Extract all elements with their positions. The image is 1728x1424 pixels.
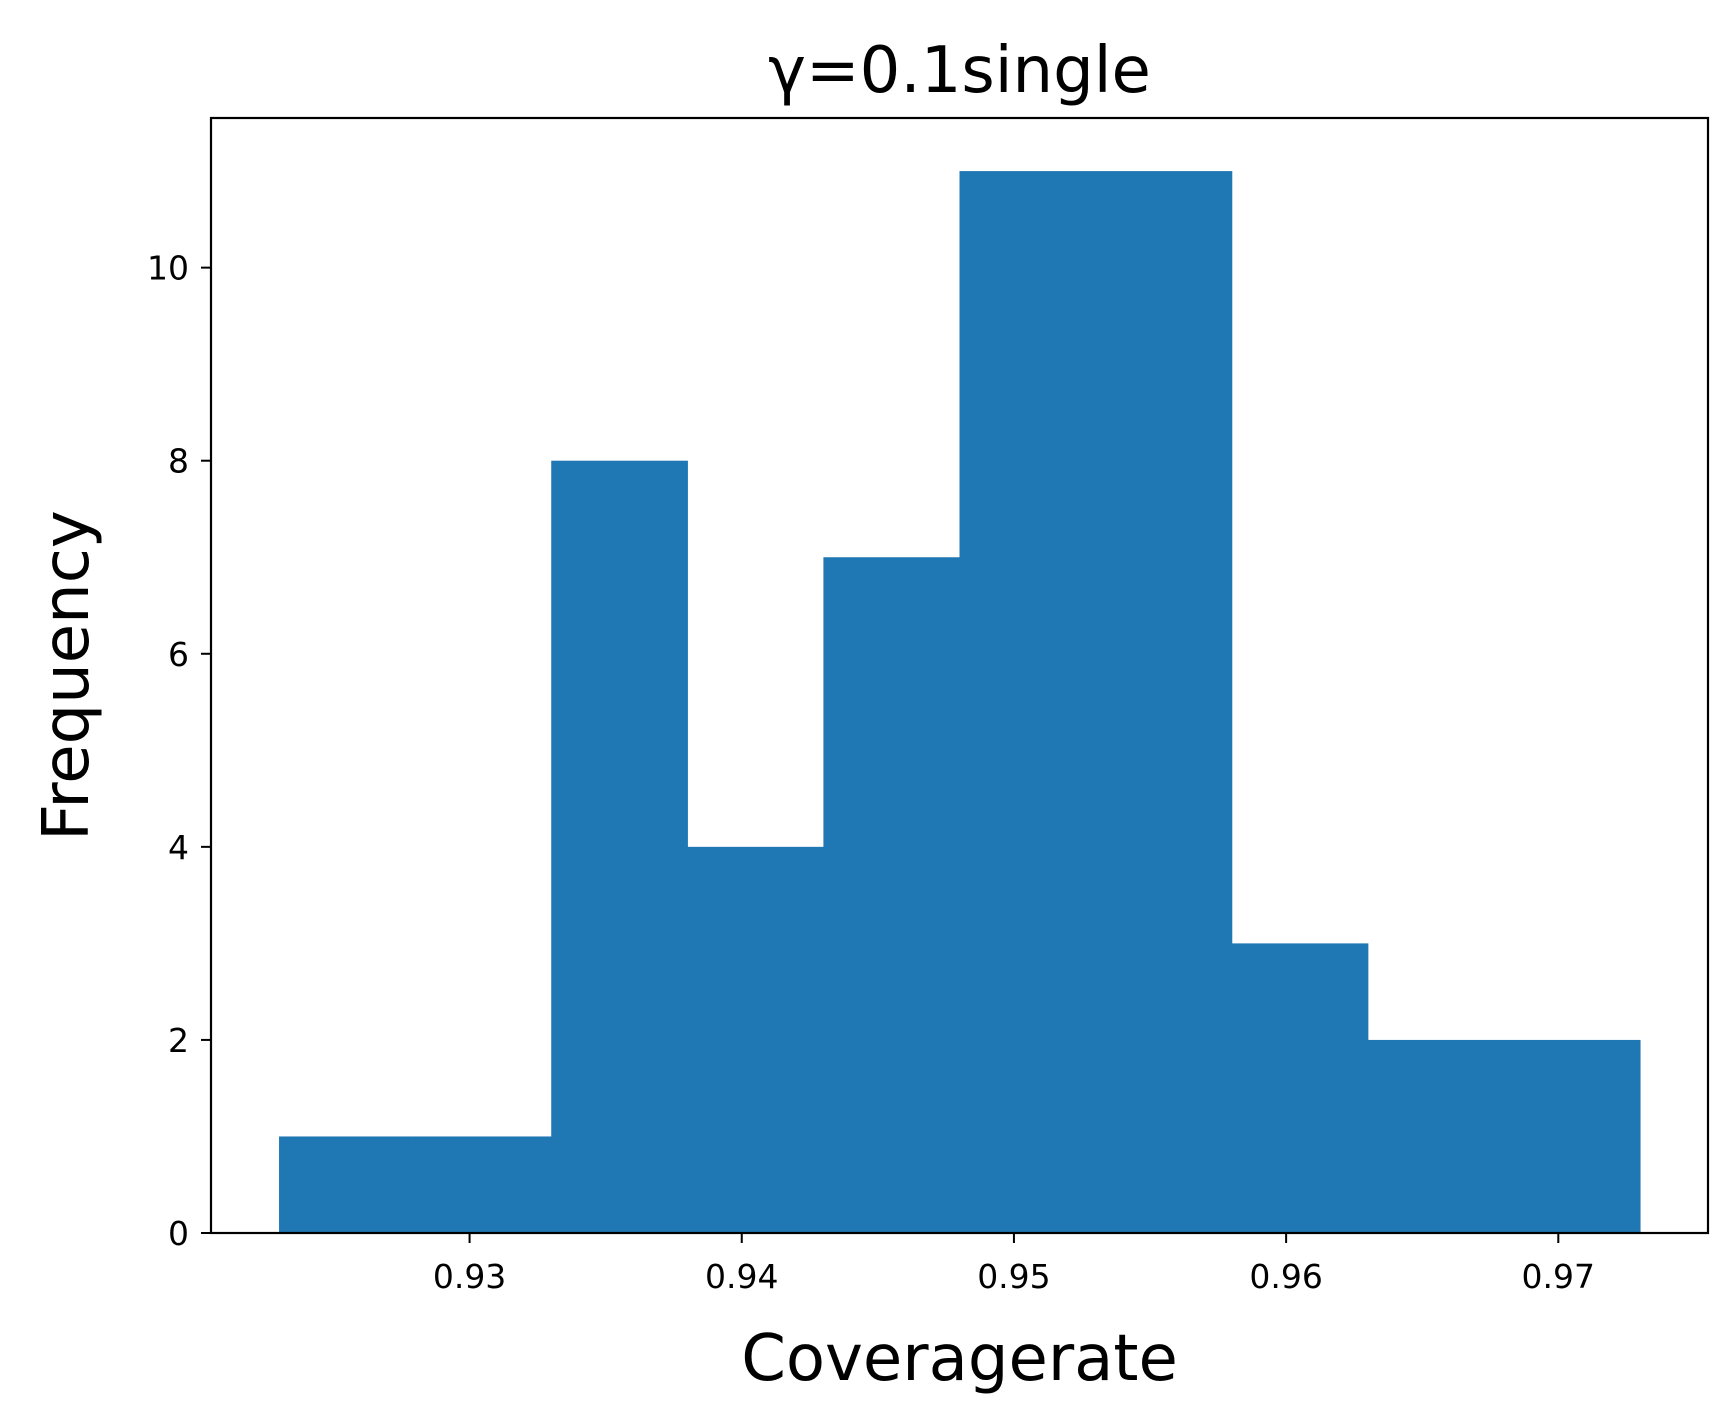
chart-title: γ=0.1single (768, 34, 1151, 108)
x-tick-label: 0.97 (1522, 1257, 1595, 1296)
histogram-bar (959, 171, 1097, 1234)
histogram-bar (1095, 171, 1233, 1234)
x-tick-label: 0.94 (705, 1257, 778, 1296)
histogram-bar (551, 460, 688, 1233)
histogram-bar (823, 557, 961, 1233)
bars-group (279, 171, 1641, 1234)
x-axis-ticks: 0.93 0.94 0.95 0.96 0.97 (433, 1233, 1595, 1296)
y-axis-ticks: 0 2 4 6 8 10 (147, 249, 211, 1253)
y-tick-label: 2 (168, 1021, 189, 1060)
histogram-bar (279, 1136, 416, 1233)
y-axis-label: Frequency (30, 510, 104, 841)
y-tick-label: 0 (168, 1214, 189, 1253)
x-tick-label: 0.93 (433, 1257, 506, 1296)
plot-frame (209, 116, 1710, 1235)
y-tick-label: 6 (168, 635, 189, 674)
histogram-bar (687, 846, 825, 1233)
histogram-bar (1367, 1039, 1505, 1233)
y-tick-label: 4 (168, 828, 189, 867)
x-tick-label: 0.96 (1249, 1257, 1322, 1296)
histogram-bar (1503, 1039, 1641, 1233)
y-tick-label: 8 (168, 442, 189, 481)
x-axis-label: Coveragerate (741, 1322, 1178, 1396)
y-tick-label: 10 (147, 249, 189, 288)
histogram-bar (1231, 943, 1369, 1233)
x-tick-label: 0.95 (977, 1257, 1050, 1296)
histogram-bar (415, 1136, 552, 1233)
